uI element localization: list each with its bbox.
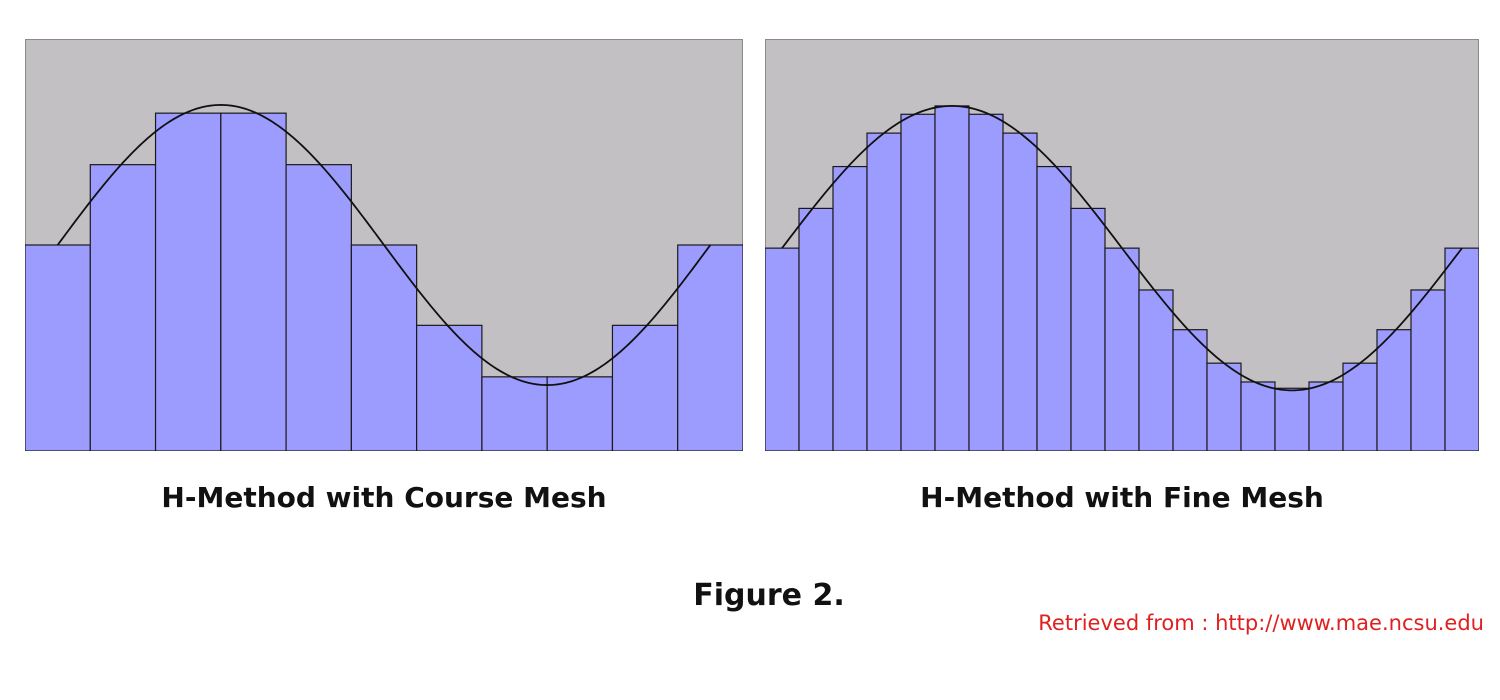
fine-mesh-plot xyxy=(765,39,1479,451)
mesh-element-bar xyxy=(1172,329,1208,451)
mesh-element-bar xyxy=(416,324,483,451)
course-mesh-caption: H-Method with Course Mesh xyxy=(161,481,607,514)
mesh-element-bar xyxy=(154,112,222,451)
mesh-element-bar xyxy=(1274,387,1310,451)
course-mesh-plot xyxy=(25,39,743,451)
mesh-element-bar xyxy=(1138,289,1174,451)
mesh-element-bar xyxy=(866,132,902,451)
mesh-element-bar xyxy=(765,247,800,451)
mesh-element-bar xyxy=(1308,381,1344,451)
mesh-element-bar xyxy=(1104,247,1140,451)
mesh-element-bar xyxy=(1376,329,1412,451)
source-credit: Retrieved from : http://www.mae.ncsu.edu xyxy=(1038,611,1484,635)
mesh-element-bar xyxy=(350,244,418,451)
mesh-element-bar xyxy=(968,113,1004,451)
mesh-element-bar xyxy=(1036,165,1072,451)
mesh-element-bar xyxy=(1240,381,1276,451)
mesh-element-bar xyxy=(677,244,743,451)
mesh-element-bar xyxy=(89,164,157,451)
mesh-element-bar xyxy=(611,324,679,451)
figure-label: Figure 2. xyxy=(693,578,845,613)
mesh-element-bar xyxy=(1002,132,1038,451)
mesh-element-bar xyxy=(1444,247,1479,451)
mesh-element-bar xyxy=(900,113,936,451)
mesh-element-bar xyxy=(798,207,834,451)
course-mesh-panel xyxy=(25,39,743,451)
mesh-element-bar xyxy=(832,165,868,451)
sine-curve xyxy=(56,104,712,386)
mesh-element-bar xyxy=(220,112,287,451)
mesh-element-bar xyxy=(934,105,970,451)
mesh-element-bar xyxy=(1070,207,1106,451)
mesh-element-bar xyxy=(481,376,548,451)
mesh-element-bar xyxy=(1206,362,1242,451)
mesh-element-bar xyxy=(1410,289,1446,451)
mesh-element-bar xyxy=(546,376,614,451)
sine-curve xyxy=(781,105,1463,392)
fine-mesh-panel xyxy=(765,39,1479,451)
mesh-element-bar xyxy=(1342,362,1378,451)
mesh-element-bar xyxy=(25,244,91,451)
fine-mesh-caption: H-Method with Fine Mesh xyxy=(920,481,1324,514)
mesh-element-bar xyxy=(285,164,352,451)
